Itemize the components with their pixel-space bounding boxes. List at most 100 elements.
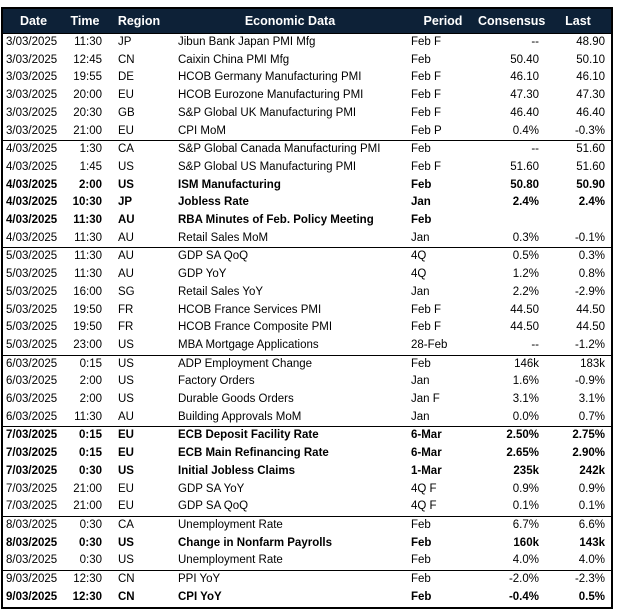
header-cell-date: Date xyxy=(2,8,64,34)
table-row: 3/03/2025 20:30 GB S&P Global UK Manufac… xyxy=(2,105,612,123)
table-row: 5/03/2025 23:00 US MBA Mortgage Applicat… xyxy=(2,337,612,355)
table-row: 4/03/2025 1:45 US S&P Global US Manufact… xyxy=(2,159,612,177)
cell-region: EU xyxy=(118,447,134,460)
cell-economic-data: HCOB France Services PMI xyxy=(178,303,322,316)
cell-consensus: 50.40 xyxy=(510,53,539,66)
cell-period: Jan xyxy=(411,410,430,423)
cell-economic-data: Initial Jobless Claims xyxy=(178,464,295,477)
cell-consensus: 6.7% xyxy=(478,515,545,535)
cell-date: 4/03/2025 xyxy=(2,140,64,159)
cell-region: FR xyxy=(118,321,134,334)
header-cell-period: Period xyxy=(408,8,478,34)
cell-time: 0:15 xyxy=(64,354,106,374)
cell-last: 47.30 xyxy=(576,89,605,102)
cell-last: 3.1% xyxy=(578,393,605,406)
cell-last: 44.50 xyxy=(576,321,605,334)
cell-time: 21:00 xyxy=(73,500,102,513)
cell-last: 6.6% xyxy=(545,515,612,535)
cell-economic-data: Factory Orders xyxy=(178,375,255,388)
cell-region: US xyxy=(106,354,172,374)
cell-economic-data: S&P Global Canada Manufacturing PMI xyxy=(172,140,408,159)
cell-time: 10:30 xyxy=(72,196,102,209)
cell-region: CN xyxy=(106,570,172,589)
cell-consensus: -- xyxy=(478,140,545,159)
cell-date: 3/03/2025 xyxy=(6,53,58,66)
table-row: 4/03/2025 11:30 AU Retail Sales MoM Jan … xyxy=(2,230,612,248)
table-row: 5/03/2025 19:50 FR HCOB France Composite… xyxy=(2,319,612,337)
cell-time: 11:30 xyxy=(74,268,102,281)
cell-last: 50.90 xyxy=(576,178,605,191)
cell-period: 4Q F xyxy=(411,482,437,495)
cell-date: 3/03/2025 xyxy=(6,106,58,119)
cell-region: AU xyxy=(118,410,134,423)
cell-economic-data: S&P Global UK Manufacturing PMI xyxy=(178,106,357,119)
table-header-row: Date Time Region Economic Data Period Co… xyxy=(2,8,612,34)
cell-region: AU xyxy=(118,231,134,244)
cell-period: Feb xyxy=(408,515,478,535)
cell-date: 8/03/2025 xyxy=(6,536,58,549)
table-row: 7/03/2025 0:15 EU ECB Main Refinancing R… xyxy=(2,445,612,463)
cell-economic-data: Durable Goods Orders xyxy=(178,393,294,406)
cell-date: 7/03/2025 xyxy=(6,500,58,513)
cell-region: SG xyxy=(118,285,135,298)
cell-time: 0:30 xyxy=(64,515,106,535)
cell-date: 9/03/2025 xyxy=(2,570,64,589)
cell-period: 28-Feb xyxy=(411,338,448,351)
cell-period: Feb F xyxy=(411,89,442,102)
cell-time: 21:00 xyxy=(73,482,102,495)
cell-consensus: 2.65% xyxy=(506,447,539,460)
cell-economic-data: Unemployment Rate xyxy=(172,515,408,535)
table-body: 3/03/2025 11:30 JP Jibun Bank Japan PMI … xyxy=(2,34,612,608)
cell-period: Feb F xyxy=(411,321,442,334)
cell-consensus: 235k xyxy=(513,464,539,477)
cell-time: 0:15 xyxy=(78,447,102,460)
table-row: 7/03/2025 0:15 EU ECB Deposit Facility R… xyxy=(2,426,612,446)
cell-consensus: 2.2% xyxy=(512,285,539,298)
cell-consensus: -2.0% xyxy=(478,570,545,589)
cell-region: EU xyxy=(118,482,134,495)
cell-date: 6/03/2025 xyxy=(6,393,58,406)
cell-date: 4/03/2025 xyxy=(6,178,58,191)
cell-date: 4/03/2025 xyxy=(6,214,58,227)
cell-last: 0.1% xyxy=(578,500,605,513)
table-row: 4/03/2025 1:30 CA S&P Global Canada Manu… xyxy=(2,140,612,159)
cell-period: Feb xyxy=(408,140,478,159)
table-row: 4/03/2025 2:00 US ISM Manufacturing Feb … xyxy=(2,177,612,195)
cell-last: 46.10 xyxy=(576,71,605,84)
cell-consensus: 0.1% xyxy=(512,500,539,513)
cell-economic-data: PPI YoY xyxy=(172,570,408,589)
cell-date: 5/03/2025 xyxy=(6,268,58,281)
cell-economic-data: Building Approvals MoM xyxy=(178,410,302,423)
cell-consensus: 47.30 xyxy=(510,89,539,102)
cell-last: 183k xyxy=(545,354,612,374)
cell-period: Feb F xyxy=(411,71,442,84)
cell-consensus: 46.40 xyxy=(510,106,539,119)
cell-region: US xyxy=(118,178,134,191)
cell-date: 4/03/2025 xyxy=(6,160,58,173)
cell-economic-data: HCOB Eurozone Manufacturing PMI xyxy=(178,89,364,102)
cell-consensus xyxy=(478,212,545,230)
cell-time: 2:00 xyxy=(78,178,102,191)
cell-region: US xyxy=(118,393,134,406)
cell-time: 0:30 xyxy=(78,536,102,549)
table-row: 5/03/2025 19:50 FR HCOB France Services … xyxy=(2,302,612,320)
cell-consensus: 146k xyxy=(478,354,545,374)
cell-economic-data: ISM Manufacturing xyxy=(178,178,281,191)
cell-consensus: 3.1% xyxy=(512,393,539,406)
cell-economic-data: GDP SA YoY xyxy=(178,482,245,495)
cell-time: 0:30 xyxy=(78,464,102,477)
cell-time: 23:00 xyxy=(73,338,102,351)
cell-consensus: 1.2% xyxy=(512,268,539,281)
cell-period: Feb xyxy=(411,214,432,227)
cell-region: US xyxy=(118,536,134,549)
cell-date: 8/03/2025 xyxy=(2,515,64,535)
cell-last: 0.5% xyxy=(578,590,605,603)
table-row: 3/03/2025 20:00 EU HCOB Eurozone Manufac… xyxy=(2,87,612,105)
cell-consensus: 0.5% xyxy=(478,247,545,267)
cell-region: AU xyxy=(106,247,172,267)
cell-period: Jan F xyxy=(411,393,440,406)
cell-economic-data: Retail Sales MoM xyxy=(178,231,269,244)
cell-consensus: 46.10 xyxy=(510,71,539,84)
cell-economic-data: GDP YoY xyxy=(178,268,227,281)
table-row: 6/03/2025 11:30 AU Building Approvals Mo… xyxy=(2,409,612,427)
